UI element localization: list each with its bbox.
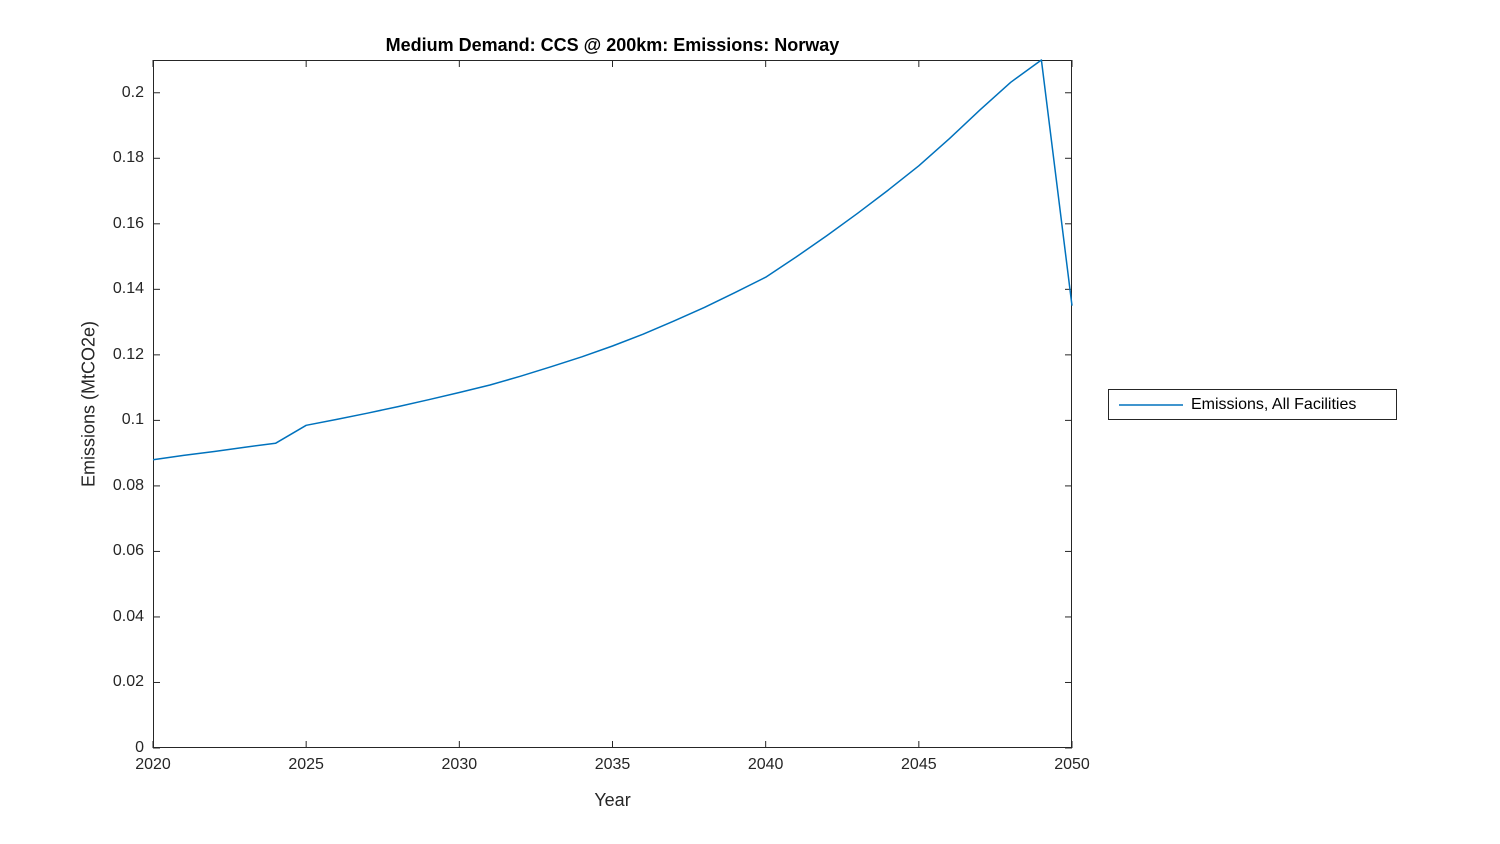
x-tick-label: 2030 bbox=[441, 756, 478, 773]
y-tick-label: 0.14 bbox=[112, 280, 144, 298]
y-tick-label: 0.06 bbox=[112, 542, 144, 560]
legend-line-sample bbox=[1119, 403, 1183, 406]
chart-title: Medium Demand: CCS @ 200km: Emissions: N… bbox=[385, 35, 840, 55]
y-tick-label: 0.12 bbox=[112, 345, 144, 363]
y-tick-label: 0.1 bbox=[121, 411, 144, 429]
legend-label: Emissions, All Facilities bbox=[1191, 395, 1357, 413]
x-tick-label: 2020 bbox=[135, 756, 171, 773]
x-axis-label: Year bbox=[594, 790, 631, 810]
x-tick-label: 2045 bbox=[901, 756, 937, 773]
y-tick-label: 0.02 bbox=[112, 673, 144, 691]
x-tick-label: 2040 bbox=[747, 756, 784, 773]
y-tick-label: 0.2 bbox=[121, 83, 144, 101]
x-tick-label: 2035 bbox=[594, 756, 631, 773]
y-tick-label: 0.16 bbox=[112, 214, 144, 232]
legend: Emissions, All Facilities bbox=[1108, 389, 1397, 420]
x-tick-label: 2025 bbox=[288, 756, 324, 773]
x-tick-label: 2050 bbox=[1054, 756, 1090, 773]
y-tick-label: 0.18 bbox=[112, 149, 144, 167]
series-line-emissions bbox=[152, 59, 1073, 461]
axes-box bbox=[153, 60, 1072, 748]
y-tick-label: 0 bbox=[135, 739, 144, 756]
y-tick-label: 0.04 bbox=[112, 607, 144, 625]
y-tick-label: 0.08 bbox=[112, 476, 144, 494]
